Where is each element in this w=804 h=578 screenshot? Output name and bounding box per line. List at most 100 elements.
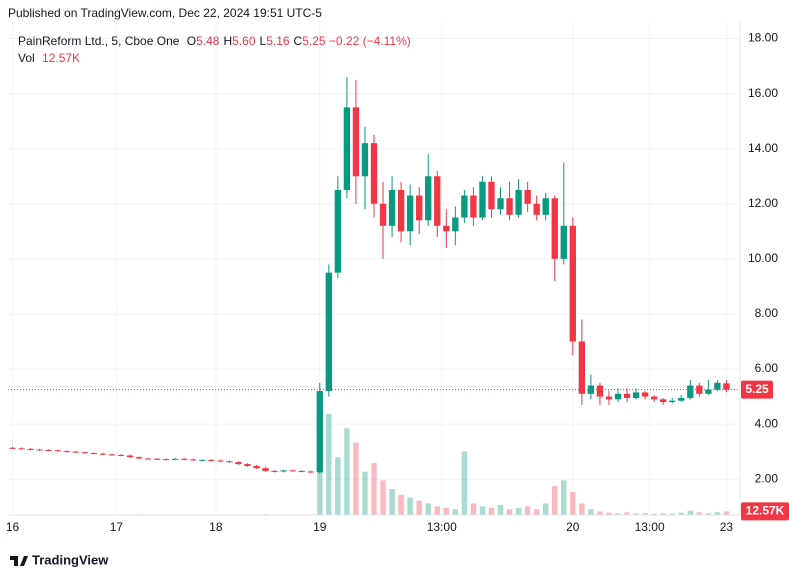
candle-body	[434, 176, 441, 226]
volume-bar	[705, 513, 712, 515]
volume-bar	[624, 512, 630, 515]
volume-legend: Vol 12.57K	[18, 51, 80, 65]
candle-body	[144, 458, 152, 460]
volume-bar	[371, 463, 377, 515]
candle-body	[696, 385, 703, 394]
candle-body	[226, 461, 233, 463]
candle-body	[18, 448, 25, 450]
candle-body	[172, 458, 179, 460]
candle-body	[533, 203, 540, 215]
candle-body	[262, 468, 269, 471]
volume-bar	[542, 503, 549, 515]
candle-body	[307, 471, 314, 473]
volume-bar	[615, 513, 621, 515]
ohlc-label: O	[187, 34, 196, 48]
candle-body	[452, 217, 459, 232]
candle-body	[497, 198, 504, 210]
legend: PainReform Ltd., 5, Cboe One O5.48 H5.60 L…	[18, 34, 411, 48]
volume-bar	[425, 503, 431, 515]
candle-body	[217, 460, 224, 462]
candle-body	[714, 382, 721, 390]
change: −0.22 (−4.11%)	[329, 34, 411, 48]
symbol: PainReform Ltd., 5, Cboe One	[18, 34, 180, 48]
ohlc-label: H	[223, 34, 232, 48]
volume-bar	[362, 471, 368, 515]
candle-body	[135, 457, 143, 459]
candle-body	[81, 452, 88, 454]
candle-body	[650, 396, 658, 400]
candle-body	[524, 190, 531, 204]
candle-body	[162, 459, 170, 461]
candle-body	[578, 341, 586, 394]
candle-body	[271, 470, 278, 472]
volume-bar	[642, 512, 648, 515]
candle-body	[614, 393, 622, 400]
candle-body	[660, 399, 667, 403]
volume-bar	[524, 506, 531, 515]
y-tick-label: 16.00	[748, 86, 778, 100]
candle-body	[605, 396, 613, 400]
candle-body	[54, 450, 61, 452]
volume-bar	[579, 503, 585, 515]
candle-body	[416, 195, 423, 221]
candle-body	[126, 455, 134, 458]
candle-body	[669, 400, 676, 403]
volume-bar	[479, 506, 486, 515]
volume-bar	[335, 457, 341, 515]
volume-bar	[434, 506, 440, 515]
brand-logo: TradingView	[10, 552, 109, 567]
volume-bar	[687, 510, 694, 515]
last-price-label: 5.25	[745, 382, 769, 396]
y-tick-label: 12.00	[748, 196, 778, 210]
volume-bar	[344, 428, 350, 515]
candle-body	[27, 448, 34, 450]
y-tick-label: 6.00	[755, 361, 779, 375]
y-tick-label: 4.00	[755, 416, 779, 430]
candle-body	[199, 459, 206, 461]
volume-bar	[452, 509, 459, 515]
candle-body	[72, 451, 79, 453]
y-tick-label: 18.00	[748, 31, 778, 45]
volume-bar	[597, 511, 603, 515]
candle-body	[461, 195, 468, 218]
candle-body	[334, 190, 342, 273]
volume-bar	[714, 512, 721, 515]
candle-body	[632, 392, 640, 398]
candle-body	[515, 190, 522, 215]
volume-bar	[506, 509, 513, 515]
last-volume-label: 12.57K	[746, 504, 785, 518]
ohlc-value: 5.25	[302, 34, 326, 48]
candle-body	[443, 225, 450, 232]
ohlc-label: C	[294, 34, 303, 48]
volume-bar	[407, 497, 413, 515]
candle-body	[596, 385, 604, 397]
ohlc: O5.48 H5.60 L5.16 C5.25	[187, 34, 326, 48]
volume-bar	[552, 486, 558, 515]
plot-area	[8, 22, 740, 515]
candle-body	[108, 454, 116, 456]
candle-body	[379, 203, 387, 226]
candle-body	[316, 391, 323, 473]
y-tick-label: 2.00	[755, 471, 779, 485]
candle-body	[343, 107, 351, 191]
brand: TradingView	[32, 552, 109, 567]
candle-body	[488, 181, 495, 210]
candle-body	[551, 198, 558, 259]
volume-label: Vol	[18, 51, 35, 65]
candle-body	[289, 470, 296, 472]
ohlc-label: L	[260, 34, 267, 48]
candle-body	[678, 397, 685, 401]
candle-body	[9, 447, 16, 449]
candle-body	[325, 272, 332, 392]
candle-body	[190, 459, 197, 461]
volume-bar	[633, 513, 639, 515]
candle-body	[153, 458, 161, 460]
volume-bar	[669, 513, 675, 515]
volume-bar	[461, 451, 468, 515]
candle-body	[397, 190, 405, 232]
candle-body	[506, 198, 513, 215]
volume-bar	[470, 503, 477, 515]
candle-body	[479, 181, 486, 218]
